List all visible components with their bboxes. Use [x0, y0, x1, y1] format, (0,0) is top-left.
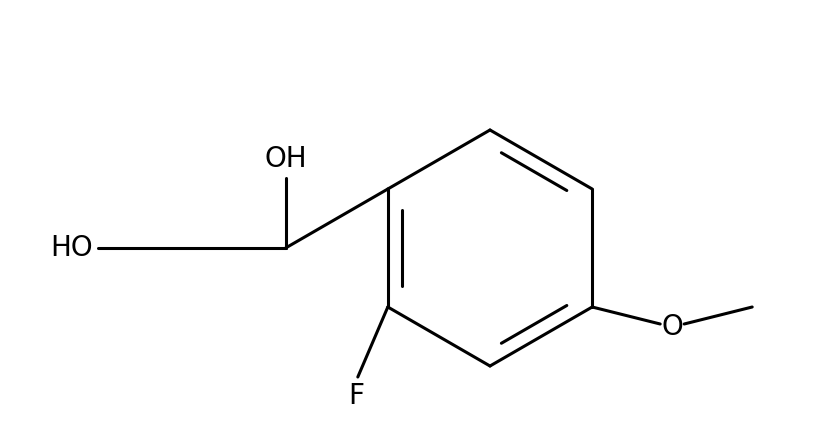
Text: O: O — [662, 313, 683, 341]
Text: HO: HO — [50, 234, 93, 262]
Text: F: F — [348, 382, 364, 410]
Text: OH: OH — [265, 145, 307, 173]
